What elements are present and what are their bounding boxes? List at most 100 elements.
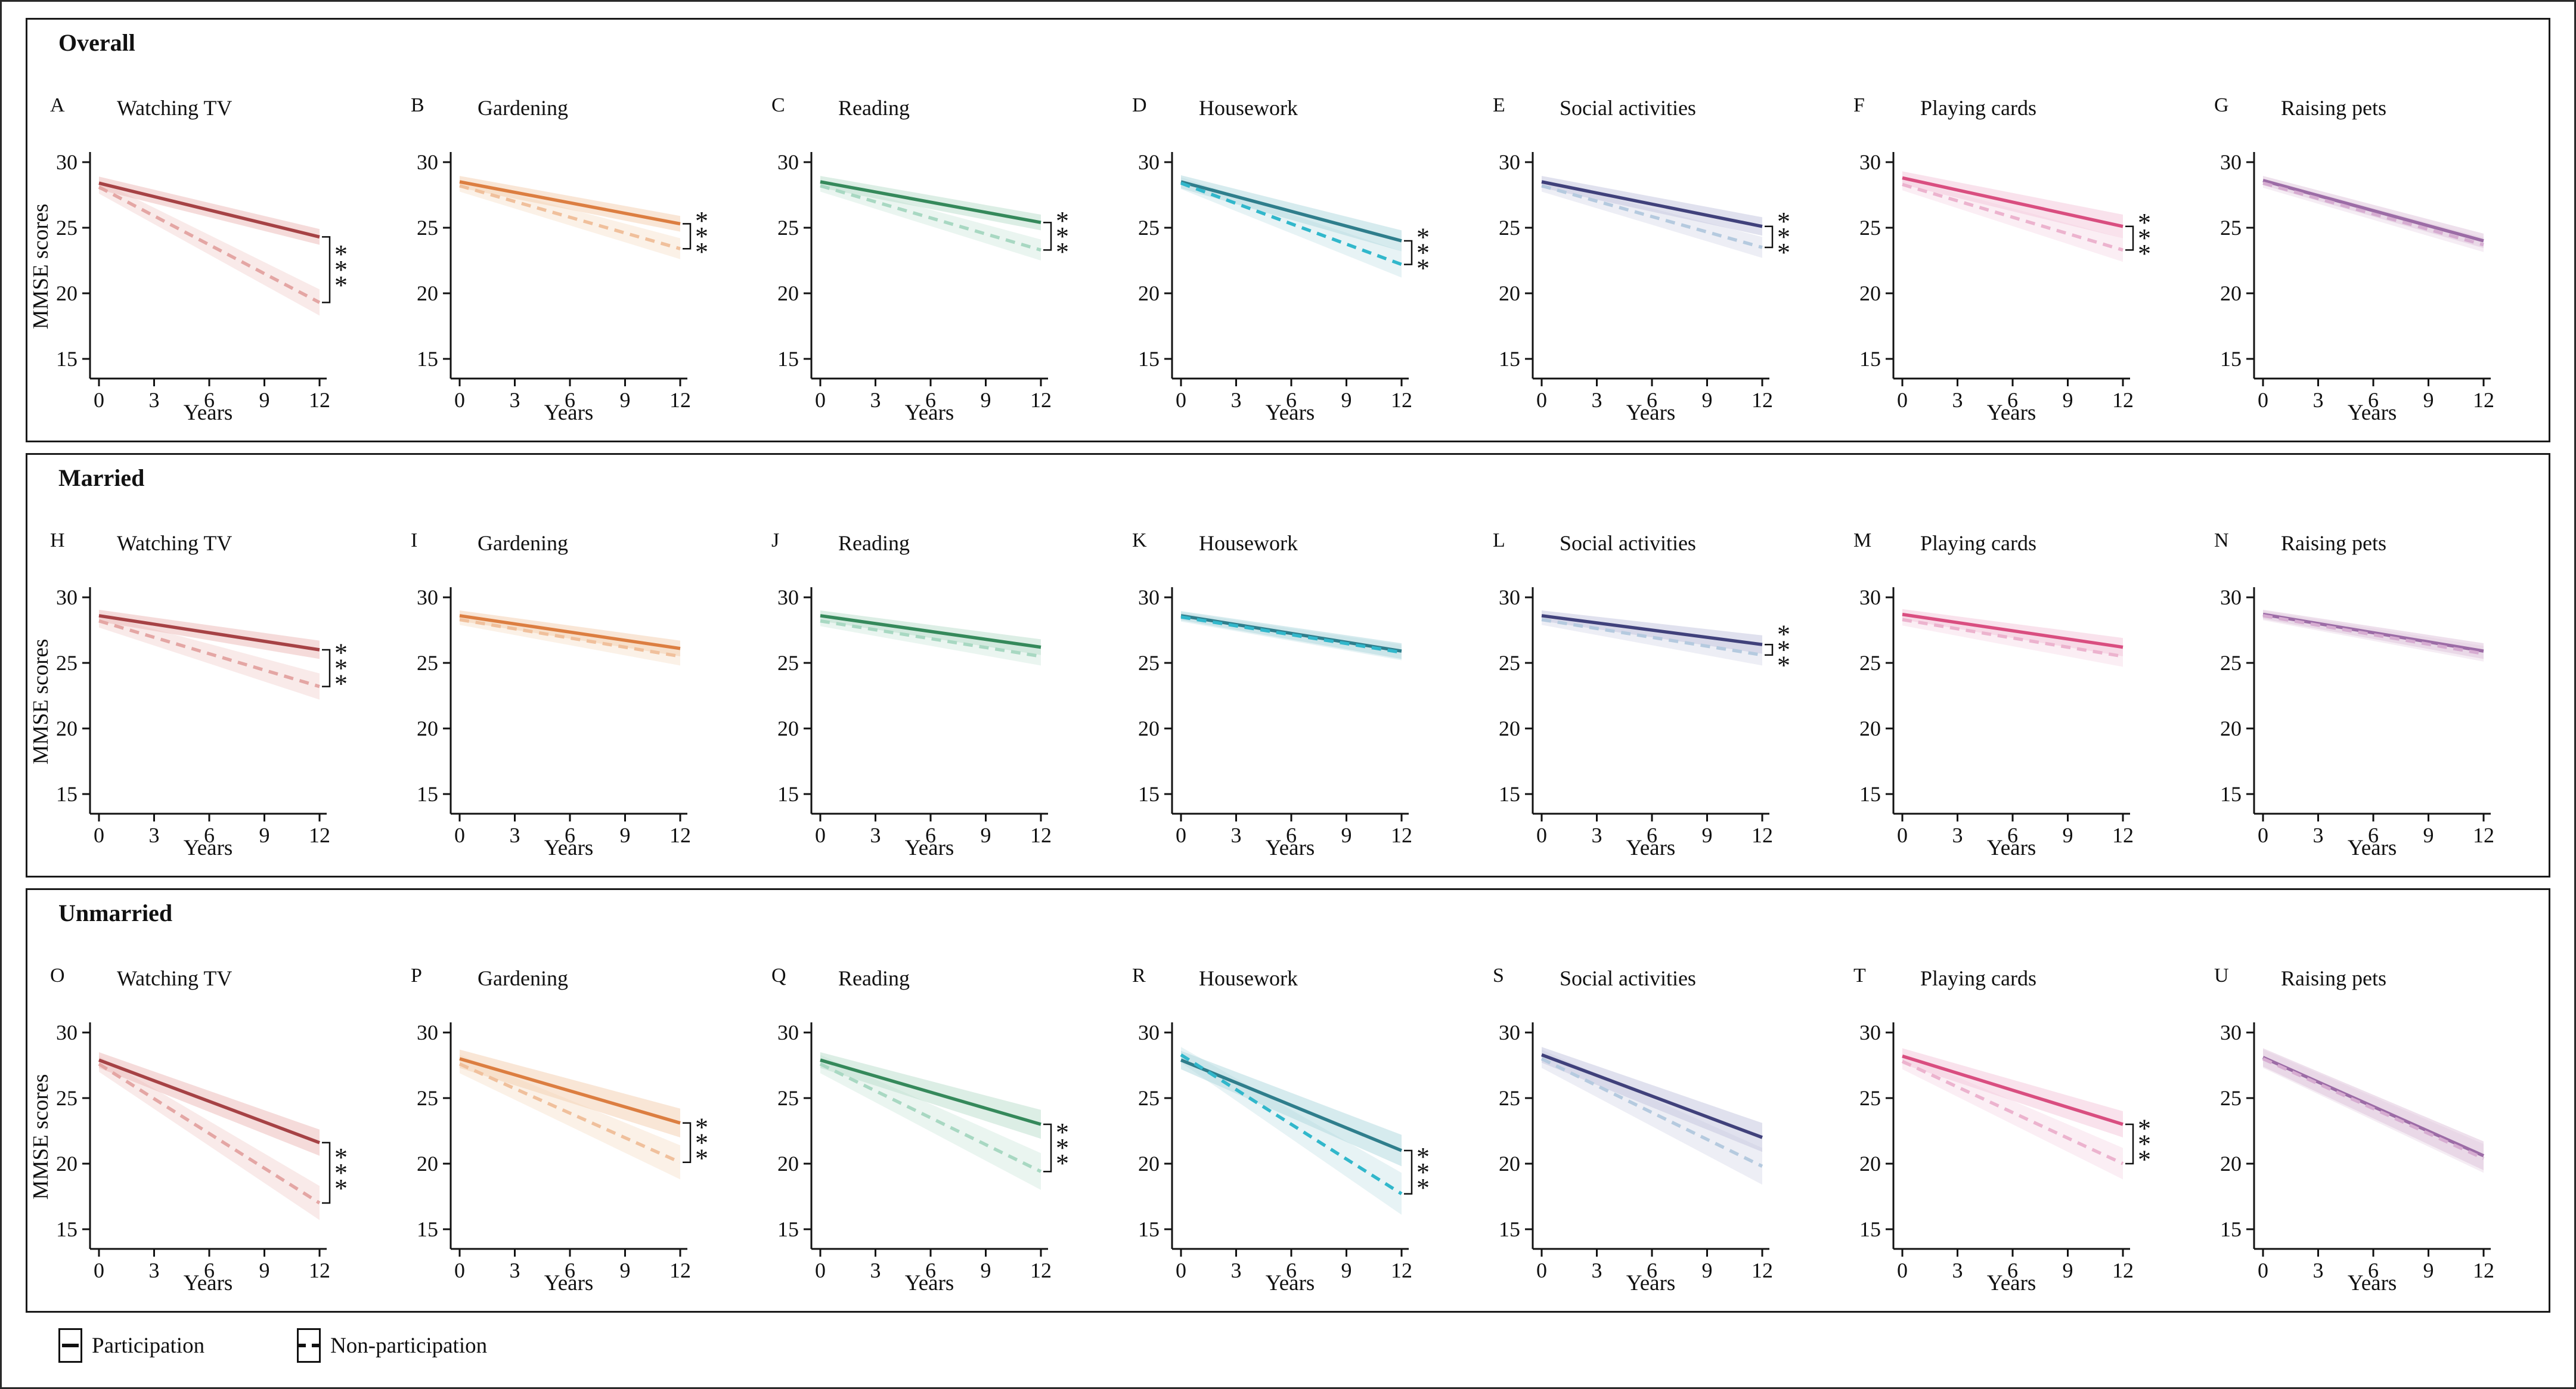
significance-bracket [1043, 1123, 1052, 1173]
participation-line [1902, 176, 2124, 228]
panel-letter: N [2214, 529, 2229, 551]
y-tick-label: 20 [1138, 1152, 1160, 1176]
x-tick-label: 0 [454, 1258, 465, 1282]
y-tick-label: 30 [1499, 150, 1520, 174]
x-axis-label: Years [184, 1271, 233, 1292]
x-tick-label: 6 [204, 823, 215, 847]
axes [82, 152, 327, 386]
x-tick-label: 9 [1341, 388, 1352, 412]
y-tick-label: 25 [1859, 216, 1881, 240]
panel-title: Social activities [1560, 966, 1696, 990]
x-tick-label: 0 [454, 388, 465, 412]
y-tick-label: 20 [1138, 717, 1160, 740]
x-tick-label: 3 [2313, 823, 2324, 847]
x-tick-label: 3 [149, 823, 160, 847]
x-tick-label: 6 [2368, 388, 2379, 412]
participation-line [820, 180, 1041, 224]
non-participation-line [1901, 1059, 2124, 1165]
x-axis-label: Years [1987, 401, 2036, 421]
y-tick-label: 25 [1859, 1086, 1881, 1110]
x-tick-label: 0 [1536, 388, 1547, 412]
x-axis-label: Years [1626, 836, 1676, 857]
x-tick-label: 0 [94, 388, 104, 412]
axes [443, 1022, 687, 1257]
non-participation-line [98, 619, 320, 689]
y-tick-label: 25 [777, 216, 799, 240]
significance-star: * [1416, 1173, 1430, 1202]
section-unmarried: Unmarried O Watching TV 15 20 25 30 0 3 6 9 12 Year… [26, 888, 2550, 1313]
y-tick-label: 20 [777, 1152, 799, 1176]
y-tick-label: 25 [417, 216, 438, 240]
panel-I: I Gardening 15 20 25 30 0 3 6 9 12 Years [394, 523, 752, 860]
panel-K-chart: K Housework 15 20 25 30 0 3 6 9 12 Years [1132, 529, 1412, 860]
x-tick-label: 0 [1897, 1258, 1908, 1282]
non-participation-ci-band [1542, 1049, 1762, 1185]
x-tick-label: 0 [1897, 388, 1908, 412]
y-tick-label: 20 [777, 281, 799, 305]
y-tick-label: 20 [56, 1152, 78, 1176]
x-tick-label: 3 [510, 823, 520, 847]
significance-star: * [334, 1174, 348, 1203]
section-title-overall: Overall [58, 29, 135, 56]
y-tick-label: 25 [56, 651, 78, 675]
x-tick-label: 0 [1536, 823, 1547, 847]
y-tick-label: 15 [1859, 347, 1881, 371]
significance-star: * [1416, 238, 1430, 267]
x-tick-label: 12 [1030, 823, 1052, 847]
non-participation-ci-band [460, 179, 680, 259]
x-tick-label: 12 [669, 388, 691, 412]
y-tick-label: 25 [1138, 216, 1160, 240]
panels-row-overall: A Watching TV 15 20 25 30 0 3 6 9 12 Years MMSE scor… [27, 88, 2549, 425]
significance-bracket [683, 1122, 692, 1164]
x-tick-label: 12 [2473, 1258, 2494, 1282]
panel-title: Raising pets [2281, 966, 2386, 990]
x-tick-label: 3 [510, 388, 520, 412]
significance-bracket [322, 649, 331, 687]
panel-letter: H [50, 529, 65, 551]
panel-title: Watching TV [117, 966, 232, 990]
axes [1886, 1022, 2130, 1257]
panel-title: Playing cards [1920, 966, 2036, 990]
participation-line [459, 1057, 681, 1125]
x-axis-label: Years [905, 1271, 954, 1292]
x-axis-label: Years [544, 836, 594, 857]
non-participation-line [2262, 614, 2484, 656]
panel-P: P Gardening 15 20 25 30 0 3 6 9 12 Years * * * [394, 958, 752, 1295]
significance-bracket [322, 236, 331, 303]
significance-star: * [334, 271, 348, 300]
significance-bracket [2125, 225, 2134, 251]
significance-star: * [334, 669, 348, 698]
y-tick-label: 15 [1499, 782, 1520, 806]
non-participation-line [458, 1062, 681, 1164]
panel-H: H Watching TV 15 20 25 30 0 3 6 9 12 Years MMSE scor… [29, 523, 391, 860]
x-tick-label: 6 [565, 823, 575, 847]
y-tick-label: 30 [417, 150, 438, 174]
significance-star: * [2138, 239, 2151, 268]
y-tick-label: 25 [2220, 216, 2242, 240]
x-tick-label: 6 [2368, 823, 2379, 847]
participation-line [2262, 179, 2484, 243]
x-tick-label: 3 [870, 823, 881, 847]
panel-R: R Housework 15 20 25 30 0 3 6 9 12 Years * * * [1115, 958, 1473, 1295]
x-tick-label: 9 [2423, 388, 2434, 412]
y-tick-label: 30 [1138, 150, 1160, 174]
significance-star: * [1777, 620, 1790, 649]
x-tick-label: 9 [1702, 388, 1713, 412]
x-axis-label: Years [1266, 836, 1315, 857]
axes [1164, 1022, 1409, 1257]
x-tick-label: 9 [981, 388, 991, 412]
x-tick-label: 9 [2063, 388, 2073, 412]
y-tick-label: 25 [1138, 1086, 1160, 1110]
y-tick-label: 15 [417, 1217, 438, 1241]
participation-line [1541, 1053, 1763, 1139]
x-tick-label: 9 [2423, 1258, 2434, 1282]
legend-item-non-participation: Non-participation [297, 1328, 487, 1363]
y-tick-label: 25 [777, 651, 799, 675]
x-tick-label: 12 [1752, 388, 1773, 412]
x-tick-label: 9 [259, 823, 270, 847]
y-tick-label: 25 [56, 216, 78, 240]
x-tick-label: 6 [925, 1258, 936, 1282]
x-tick-label: 6 [1647, 1258, 1657, 1282]
y-tick-label: 30 [56, 585, 78, 609]
significance-star: * [695, 1128, 708, 1157]
